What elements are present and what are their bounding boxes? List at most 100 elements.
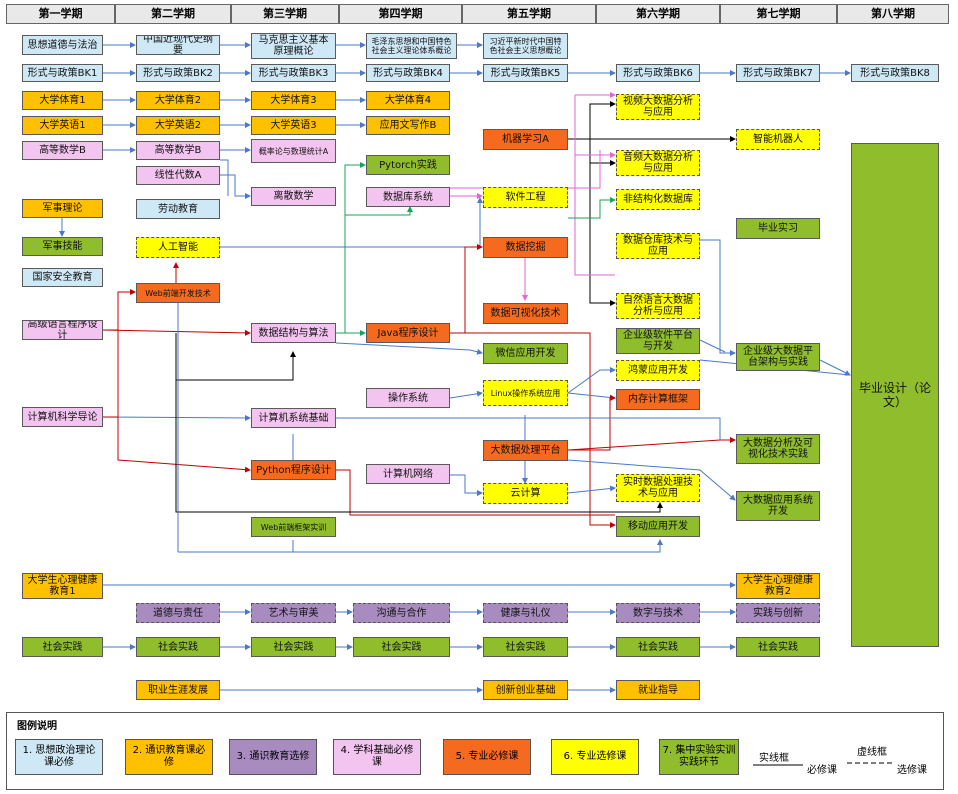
- course-keshihua: 数据可视化技术: [483, 303, 568, 324]
- course-sixiang: 思想道德与法治: [22, 35, 103, 55]
- course-tiyu1: 大学体育1: [22, 91, 103, 110]
- course-gaojiyuyan: 高级语言程序设计: [22, 320, 103, 340]
- legend-solid-desc: 必修课: [807, 765, 837, 776]
- course-ziranyuyan: 自然语言大数据分析与应用: [616, 293, 700, 319]
- course-xingshi3: 形式与政策BK3: [251, 64, 336, 82]
- course-wangluo: 计算机网络: [366, 464, 450, 484]
- course-shipin: 视频大数据分析与应用: [616, 94, 700, 120]
- course-shujuku: 数据库系统: [366, 187, 450, 207]
- course-yingyu3: 大学英语3: [251, 116, 336, 135]
- legend-item-4: 4. 学科基础必修课: [333, 739, 421, 775]
- course-xingshi6: 形式与政策BK6: [616, 64, 700, 82]
- course-hongmeng: 鸿蒙应用开发: [616, 360, 700, 381]
- legend-dash-label: 虚线框: [857, 747, 887, 758]
- course-shehui5: 社会实践: [483, 637, 568, 657]
- course-daode: 道德与责任: [136, 603, 220, 623]
- course-chuangxin: 创新创业基础: [483, 680, 568, 700]
- course-guojiaanquan: 国家安全教育: [22, 268, 103, 287]
- course-xingshi7: 形式与政策BK7: [736, 64, 820, 82]
- course-qiyepingtai: 企业级大数据平台架构与实践: [736, 343, 820, 371]
- course-gaoshu1: 高等数学B: [22, 141, 103, 160]
- course-gaoshu2: 高等数学B: [136, 141, 220, 160]
- course-jindaishi: 中国近现代史纲要: [136, 35, 220, 55]
- course-zhiye: 职业生涯发展: [136, 680, 220, 700]
- course-qiyeruanjian: 企业级软件平台与开发: [616, 328, 700, 354]
- course-linux: Linux操作系统应用: [483, 380, 568, 406]
- course-shehui7: 社会实践: [736, 637, 820, 657]
- course-jiankang: 健康与礼仪: [483, 603, 568, 623]
- course-xiandai: 线性代数A: [136, 166, 220, 185]
- legend-item-6: 6. 专业选修课: [551, 739, 639, 775]
- course-shehui3: 社会实践: [251, 637, 336, 657]
- course-feijiegou: 非结构化数据库: [616, 189, 700, 210]
- course-yingyu1: 大学英语1: [22, 116, 103, 135]
- course-shijian: 实践与创新: [736, 603, 820, 623]
- course-biyesheji: 毕业设计（论文）: [851, 143, 939, 647]
- term-header-6: 第六学期: [596, 4, 720, 24]
- course-yunjisuan: 云计算: [483, 483, 568, 504]
- legend-solid-label: 实线框: [759, 753, 789, 764]
- legend-item-5: 5. 专业必修课: [443, 739, 531, 775]
- course-goutong: 沟通与合作: [353, 603, 450, 623]
- term-header-5: 第五学期: [462, 4, 596, 24]
- course-xinshidai: 习近平新时代中国特色社会主义思想概论: [483, 33, 568, 59]
- course-yingyu2: 大学英语2: [136, 116, 220, 135]
- course-zhinengjiqiren: 智能机器人: [736, 129, 820, 150]
- legend-item-3: 3. 通识教育选修: [229, 739, 317, 775]
- course-python: Python程序设计: [251, 460, 336, 480]
- course-java: Java程序设计: [366, 323, 450, 343]
- course-tiyu3: 大学体育3: [251, 91, 336, 110]
- course-jiuye: 就业指导: [616, 680, 700, 700]
- course-shujucangku: 数据仓库技术与应用: [616, 233, 700, 259]
- course-laodong: 劳动教育: [136, 199, 220, 219]
- course-shehui6: 社会实践: [616, 637, 700, 657]
- course-yinpin: 音频大数据分析与应用: [616, 150, 700, 176]
- course-biyeshixi: 毕业实习: [736, 218, 820, 239]
- course-jiqixuexi: 机器学习A: [483, 129, 568, 150]
- course-xinli2: 大学生心理健康教育2: [736, 573, 820, 599]
- term-header-2: 第二学期: [115, 4, 231, 24]
- course-caozuoxitong: 操作系统: [366, 388, 450, 408]
- course-yishu: 艺术与审美: [251, 603, 336, 623]
- course-jisuanjixitong: 计算机系统基础: [251, 408, 336, 428]
- course-junshililun: 军事理论: [22, 199, 103, 218]
- course-pytorch: Pytorch实践: [366, 155, 450, 175]
- legend-item-7: 7. 集中实验实训实践环节: [659, 739, 739, 775]
- course-yidong: 移动应用开发: [616, 516, 700, 537]
- course-lisan: 离散数学: [251, 187, 336, 206]
- term-header-4: 第四学期: [339, 4, 462, 24]
- course-shishi: 实时数据处理技术与应用: [616, 474, 700, 502]
- course-xinli1: 大学生心理健康教育1: [22, 573, 103, 599]
- course-xingshi4: 形式与政策BK4: [366, 64, 450, 82]
- term-header-1: 第一学期: [6, 4, 115, 24]
- course-rengongzhineng: 人工智能: [136, 237, 220, 258]
- legend: 图例说明 1. 思想政治理论课必修 2. 通识教育课必修 3. 通识教育选修 4…: [6, 712, 944, 790]
- course-shuzi: 数字与技术: [616, 603, 700, 623]
- course-xingshi5: 形式与政策BK5: [483, 64, 568, 82]
- course-ruanjiangongcheng: 软件工程: [483, 187, 568, 208]
- course-junshijineng: 军事技能: [22, 237, 103, 256]
- term-header-8: 第八学期: [837, 4, 949, 24]
- course-dashujuchuli: 大数据处理平台: [483, 440, 568, 461]
- course-yingyongxitong: 大数据应用系统开发: [736, 491, 820, 521]
- course-shehui2: 社会实践: [136, 637, 220, 657]
- legend-item-2: 2. 通识教育课必修: [125, 739, 213, 775]
- course-tiyu4: 大学体育4: [366, 91, 450, 110]
- course-gailv: 概率论与数理统计A: [251, 139, 336, 163]
- legend-item-1: 1. 思想政治理论课必修: [15, 739, 103, 775]
- course-xingshi2: 形式与政策BK2: [136, 64, 220, 82]
- course-webshixun: Web前端框架实训: [251, 517, 336, 537]
- course-neicun: 内存计算框架: [616, 389, 700, 410]
- legend-dash-desc: 选修课: [897, 765, 927, 776]
- course-xingshi8: 形式与政策BK8: [851, 64, 939, 82]
- course-tiyu2: 大学体育2: [136, 91, 220, 110]
- course-shujuwajue: 数据挖掘: [483, 237, 568, 258]
- legend-solid-line: [753, 764, 803, 766]
- course-fenxikeshihua: 大数据分析及可视化技术实践: [736, 434, 820, 464]
- course-maozedong: 毛泽东思想和中国特色社会主义理论体系概论: [366, 33, 457, 59]
- course-shehui1: 社会实践: [22, 637, 103, 657]
- course-shehui4: 社会实践: [353, 637, 450, 657]
- course-makesi: 马克思主义基本原理概论: [251, 33, 336, 59]
